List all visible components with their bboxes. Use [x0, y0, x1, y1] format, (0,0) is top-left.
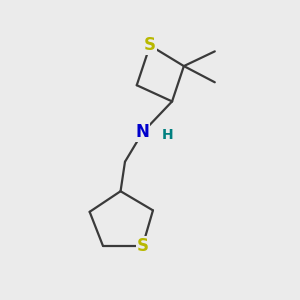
Text: S: S [136, 237, 148, 255]
Text: H: H [162, 128, 173, 142]
Text: N: N [136, 123, 150, 141]
Text: S: S [144, 37, 156, 55]
